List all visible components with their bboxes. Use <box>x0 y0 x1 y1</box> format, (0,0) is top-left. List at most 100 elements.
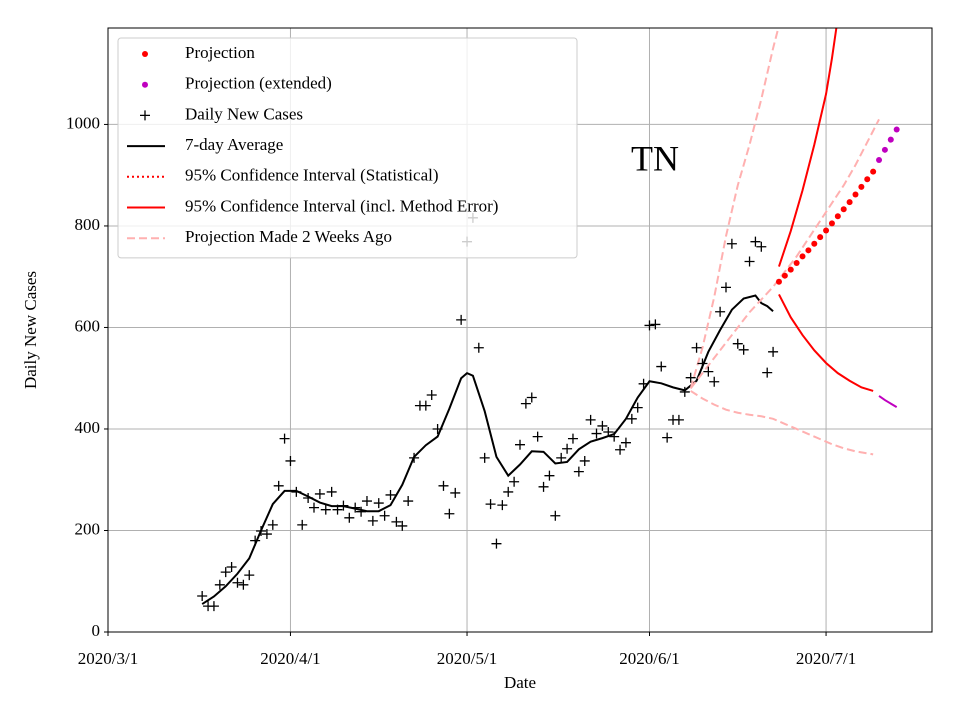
plus-marker <box>744 256 755 267</box>
dot-marker <box>858 183 865 190</box>
plus-stroke <box>232 577 243 588</box>
dot-marker <box>793 260 800 267</box>
plus-marker <box>550 510 561 521</box>
dot-marker <box>881 146 888 153</box>
plus-marker <box>332 504 343 515</box>
plus-marker <box>662 432 673 443</box>
plus-marker <box>738 344 749 355</box>
legend: Projection Projection (extended) Daily New… <box>117 37 578 259</box>
plus-marker <box>544 470 555 481</box>
y-tick-label: 200 <box>75 519 101 538</box>
legend-label: 95% Confidence Interval (Statistical) <box>185 166 439 185</box>
plus-marker <box>338 500 349 511</box>
plus-stroke <box>573 466 584 477</box>
plus-stroke <box>273 480 284 491</box>
plus-stroke <box>297 519 308 530</box>
plus-stroke <box>438 480 449 491</box>
plus-marker <box>591 428 602 439</box>
plus-stroke <box>444 508 455 519</box>
plus-stroke <box>367 515 378 526</box>
plus-stroke <box>479 452 490 463</box>
plus-marker <box>279 433 290 444</box>
plus-stroke <box>615 444 626 455</box>
plus-marker <box>709 376 720 387</box>
plus-stroke <box>579 455 590 466</box>
plus-marker <box>267 519 278 530</box>
plus-marker <box>479 452 490 463</box>
dot-marker <box>811 240 818 247</box>
line <box>689 28 780 389</box>
dot-marker <box>864 176 871 183</box>
dot-marker <box>846 199 853 206</box>
ticks: 0 200 400 600 800 1000 2020/3/1 2020/4/1 2020/5/… <box>66 113 856 668</box>
plus-stroke <box>532 431 543 442</box>
plus-stroke <box>379 510 390 521</box>
dot-marker <box>781 272 788 279</box>
plus-stroke <box>738 344 749 355</box>
plus-stroke <box>756 241 767 252</box>
plus-marker <box>515 439 525 450</box>
plus-marker <box>320 504 331 515</box>
axes-frame <box>107 27 933 633</box>
plus-marker <box>403 496 414 507</box>
plus-marker <box>726 238 737 249</box>
plus-marker <box>685 372 696 383</box>
plus-stroke <box>691 342 702 353</box>
dot-marker <box>799 253 806 260</box>
x-axis-label: Date <box>504 673 536 692</box>
plus-marker <box>409 452 420 463</box>
legend-label: Projection Made 2 Weeks Ago <box>185 227 392 246</box>
plus-marker <box>585 414 596 425</box>
plus-stroke <box>697 358 708 369</box>
plus-stroke <box>338 500 349 511</box>
plus-stroke <box>391 516 402 527</box>
plus-stroke <box>485 499 496 510</box>
plus-stroke <box>526 392 537 403</box>
plus-marker <box>373 498 384 509</box>
plus-marker <box>697 358 708 369</box>
dot-marker <box>834 213 841 220</box>
plus-marker <box>491 538 502 549</box>
line <box>778 28 838 267</box>
plus-marker <box>485 499 496 510</box>
y-tick-label: 1000 <box>66 113 100 132</box>
plus-stroke <box>356 506 367 517</box>
plus-marker <box>691 342 702 353</box>
plus-marker <box>597 420 608 431</box>
plus-marker <box>367 515 378 526</box>
plus-stroke <box>562 443 573 454</box>
plus-marker <box>208 601 219 612</box>
plus-marker <box>314 488 325 499</box>
plus-stroke <box>326 486 337 497</box>
plus-marker <box>603 427 614 438</box>
plus-marker <box>615 444 626 455</box>
plus-marker <box>250 535 261 546</box>
legend-label: 7-day Average <box>185 135 283 154</box>
plus-marker <box>297 519 308 530</box>
plus-stroke <box>656 361 667 372</box>
plus-marker <box>579 455 590 466</box>
plus-marker <box>256 525 267 536</box>
plus-marker <box>391 516 402 527</box>
plus-marker <box>273 480 284 491</box>
plus-stroke <box>644 320 655 331</box>
plus-marker <box>620 437 631 448</box>
plus-marker <box>567 433 578 444</box>
y-axis-label: Daily New Cases <box>21 271 40 389</box>
plus-stroke <box>491 538 502 549</box>
plus-marker <box>562 443 573 454</box>
plus-stroke <box>350 502 361 513</box>
legend-symbol <box>142 51 148 57</box>
plus-stroke <box>373 498 384 509</box>
plus-stroke <box>620 437 631 448</box>
x-tick-label: 2020/3/1 <box>78 649 138 668</box>
plus-stroke <box>409 452 420 463</box>
plus-stroke <box>556 452 567 463</box>
plus-marker <box>556 452 567 463</box>
plus-marker <box>509 476 520 487</box>
plus-stroke <box>309 502 319 513</box>
plus-stroke <box>226 562 237 573</box>
plus-stroke <box>208 601 219 612</box>
y-tick-label: 0 <box>92 621 101 640</box>
dot-marker <box>828 220 835 227</box>
